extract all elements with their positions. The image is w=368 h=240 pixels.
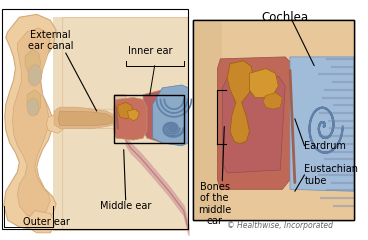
Bar <box>2 9 188 229</box>
Text: External
ear canal: External ear canal <box>28 30 73 51</box>
Polygon shape <box>143 90 182 143</box>
Polygon shape <box>4 14 56 230</box>
Polygon shape <box>118 102 133 119</box>
Bar <box>114 95 184 143</box>
Bar <box>193 20 354 220</box>
Text: © Healthwise, Incorporated: © Healthwise, Incorporated <box>227 221 333 230</box>
Polygon shape <box>193 20 354 73</box>
Polygon shape <box>53 17 188 104</box>
Polygon shape <box>53 17 188 230</box>
Text: Outer ear: Outer ear <box>23 217 70 227</box>
Polygon shape <box>217 57 295 189</box>
Polygon shape <box>63 17 188 109</box>
Ellipse shape <box>27 98 39 116</box>
Text: Cochlea: Cochlea <box>262 11 309 24</box>
Text: Inner ear: Inner ear <box>128 46 172 56</box>
Polygon shape <box>193 20 222 220</box>
Polygon shape <box>46 114 64 133</box>
Polygon shape <box>153 85 188 146</box>
Polygon shape <box>250 68 279 97</box>
Polygon shape <box>128 109 139 121</box>
Polygon shape <box>290 57 354 191</box>
Polygon shape <box>25 49 40 78</box>
Polygon shape <box>13 28 50 217</box>
Polygon shape <box>54 107 114 128</box>
Polygon shape <box>263 93 282 109</box>
Text: Middle ear: Middle ear <box>100 201 151 211</box>
Polygon shape <box>53 17 188 230</box>
Text: Eustachian
tube: Eustachian tube <box>304 164 358 186</box>
Polygon shape <box>114 95 130 133</box>
Polygon shape <box>58 111 112 126</box>
Ellipse shape <box>28 65 42 86</box>
Polygon shape <box>193 170 354 220</box>
Text: Bones
of the
middle
ear: Bones of the middle ear <box>198 182 231 226</box>
Polygon shape <box>227 61 253 144</box>
Polygon shape <box>114 97 147 140</box>
Polygon shape <box>222 76 285 173</box>
Bar <box>193 20 354 220</box>
Polygon shape <box>27 90 40 115</box>
Text: Eardrum: Eardrum <box>304 141 346 151</box>
Polygon shape <box>63 128 188 230</box>
Polygon shape <box>27 211 56 233</box>
